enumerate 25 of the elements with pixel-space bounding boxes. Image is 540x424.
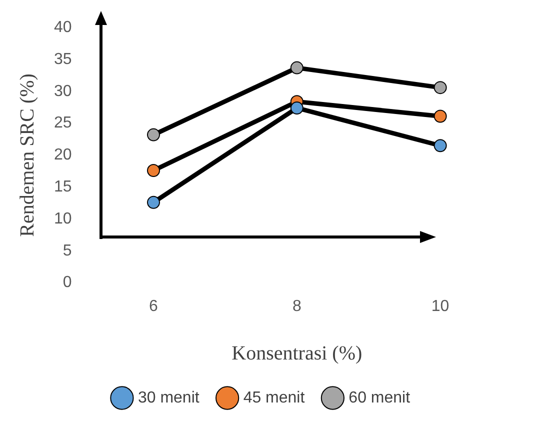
y-tick-label: 0 (62, 274, 72, 292)
y-tick-label: 40 (54, 19, 72, 36)
y-tick-label: 10 (54, 210, 72, 228)
y-tick-label: 30 (54, 82, 72, 100)
legend-label: 30 menit (138, 389, 200, 406)
x-tick-label: 6 (149, 298, 158, 315)
point (147, 164, 160, 178)
x-tick-label: 8 (292, 298, 302, 315)
point (290, 61, 304, 74)
y-tick-label: 20 (54, 146, 72, 164)
x-axis-title: Konsentrasi (%) (232, 342, 362, 364)
x-tick-label: 10 (431, 298, 450, 315)
point (434, 139, 447, 152)
point (147, 128, 160, 142)
legend-label: 45 menit (243, 389, 306, 406)
y-tick-label: 25 (54, 114, 72, 132)
point (434, 110, 447, 123)
point (434, 81, 447, 94)
legend-label: 60 menit (348, 389, 411, 406)
point (290, 101, 304, 114)
y-tick-label: 5 (62, 242, 72, 260)
y-axis-title: Rendemen SRC (%) (16, 74, 38, 237)
y-tick-label: 35 (54, 50, 72, 68)
y-tick-label: 15 (54, 178, 72, 196)
point (147, 196, 160, 209)
